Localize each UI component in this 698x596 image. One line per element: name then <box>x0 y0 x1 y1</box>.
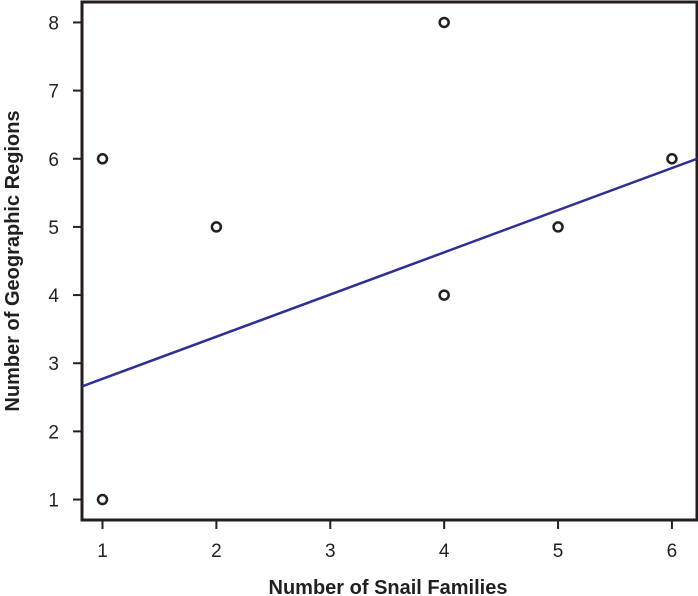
x-tick-label: 2 <box>211 541 222 562</box>
data-point <box>96 153 109 165</box>
x-tick-label: 5 <box>553 541 564 562</box>
y-axis-title: Number of Geographic Regions <box>2 110 24 411</box>
x-tick-label: 4 <box>439 541 450 562</box>
x-tick-label: 6 <box>667 541 678 562</box>
trendline <box>82 157 697 388</box>
x-tick-label: 3 <box>325 541 336 562</box>
y-tick-label: 7 <box>48 82 59 103</box>
x-tick-label: 1 <box>97 541 108 562</box>
x-axis-title: Number of Snail Families <box>269 577 508 596</box>
plot-area: 1 2 3 4 5 6 1 2 3 4 5 6 7 8 <box>48 0 698 562</box>
data-point <box>438 16 450 29</box>
data-point <box>96 493 109 506</box>
y-tick-label: 5 <box>48 218 59 239</box>
y-tick-label: 4 <box>48 286 59 307</box>
y-tick-label: 8 <box>48 13 59 34</box>
y-tick-label: 3 <box>48 354 59 375</box>
data-point <box>438 289 450 301</box>
data-point <box>552 221 564 233</box>
data-point <box>666 153 678 165</box>
y-tick-label: 6 <box>48 150 59 171</box>
plot-frame <box>80 0 698 522</box>
data-point <box>210 221 223 233</box>
y-tick-label: 1 <box>48 491 59 512</box>
y-tick-label: 2 <box>48 422 59 443</box>
